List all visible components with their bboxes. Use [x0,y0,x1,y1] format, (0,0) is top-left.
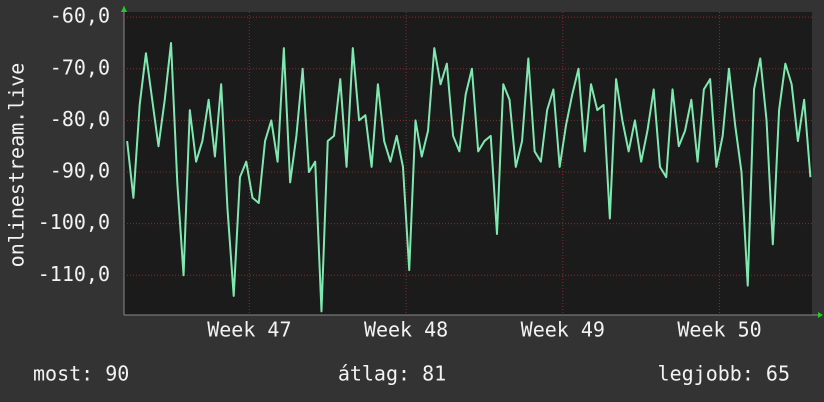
x-tick-label: Week 47 [207,318,291,342]
x-arrow [818,312,823,318]
y-tick-label: -100,0 [38,210,110,234]
y-tick-label: -110,0 [38,262,110,286]
y-tick-label: -80,0 [50,107,110,131]
y-tick-label: -90,0 [50,159,110,183]
y-tick-label: -70,0 [50,55,110,79]
x-tick-label: Week 49 [521,318,605,342]
y-tick-label: -60,0 [50,4,110,28]
y-axis-label: onlinestream.live [5,63,29,268]
stat-current: most: 90 [33,362,129,386]
y-arrow [121,6,127,12]
plot-area [124,12,812,315]
data-line [126,41,812,313]
x-tick-label: Week 50 [677,318,761,342]
stat-average: átlag: 81 [338,362,446,386]
stat-best: legjobb: 65 [658,362,790,386]
x-tick-label: Week 48 [364,318,448,342]
